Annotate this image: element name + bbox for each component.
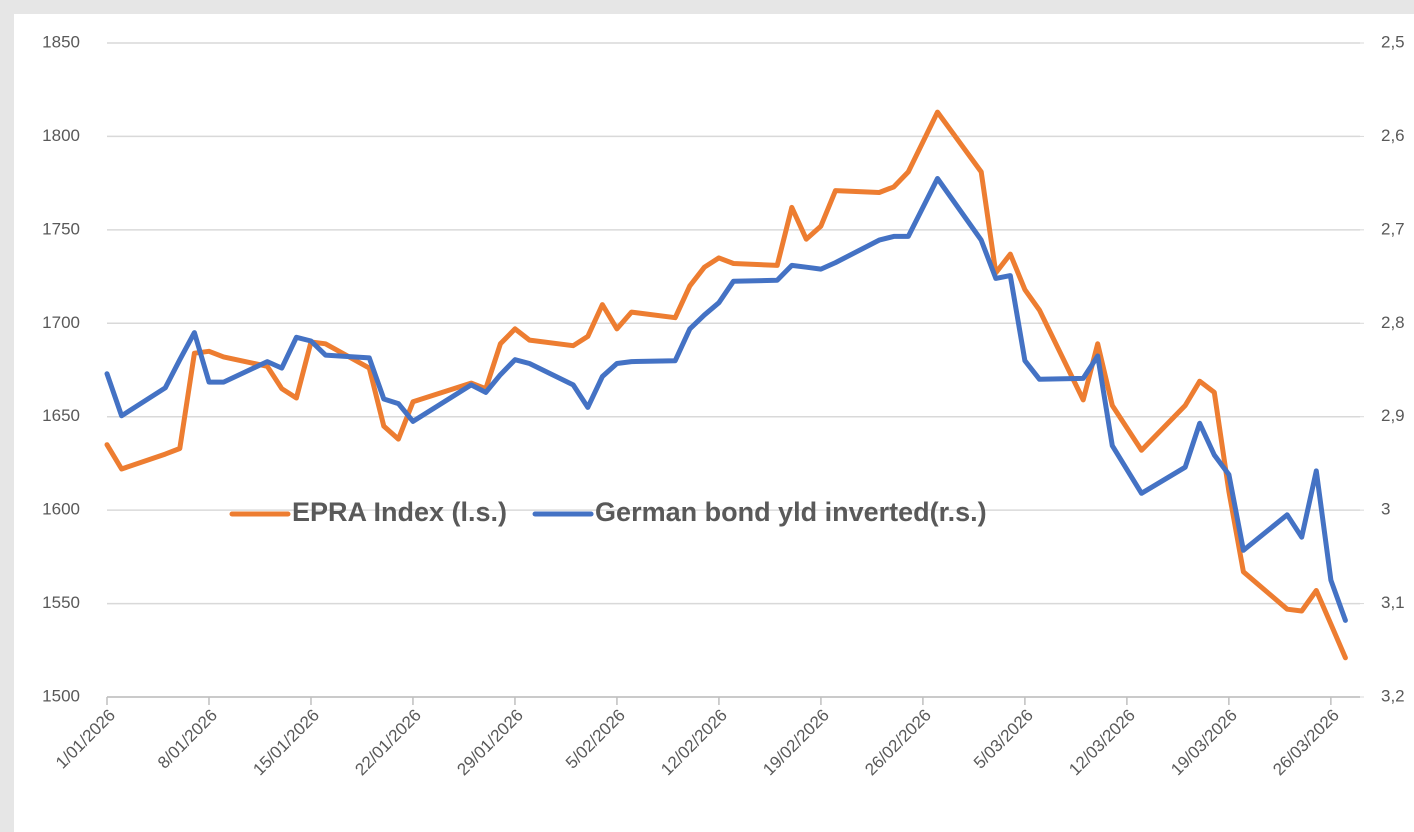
y2-tick-label: 2,7 [1381,219,1405,238]
y2-tick-label: 2,5 [1381,32,1405,51]
y-tick-label: 1850 [42,32,80,51]
y-tick-label: 1650 [42,406,80,425]
chart-area [14,14,1414,832]
y2-tick-label: 3 [1381,500,1390,519]
y2-tick-label: 2,6 [1381,126,1405,145]
y-tick-label: 1550 [42,593,80,612]
y-tick-label: 1700 [42,313,80,332]
y2-tick-label: 3,1 [1381,593,1405,612]
y-tick-label: 1800 [42,126,80,145]
series-line [104,109,1348,661]
series-line [104,176,1348,623]
legend-label: EPRA Index (l.s.) [292,497,507,527]
y2-tick-label: 3,2 [1381,686,1405,705]
y-tick-label: 1750 [42,219,80,238]
y-tick-label: 1600 [42,500,80,519]
y-tick-label: 1500 [42,686,80,705]
legend-label: German bond yld inverted(r.s.) [595,497,987,527]
y2-tick-label: 2,9 [1381,406,1405,425]
y2-tick-label: 2,8 [1381,313,1405,332]
